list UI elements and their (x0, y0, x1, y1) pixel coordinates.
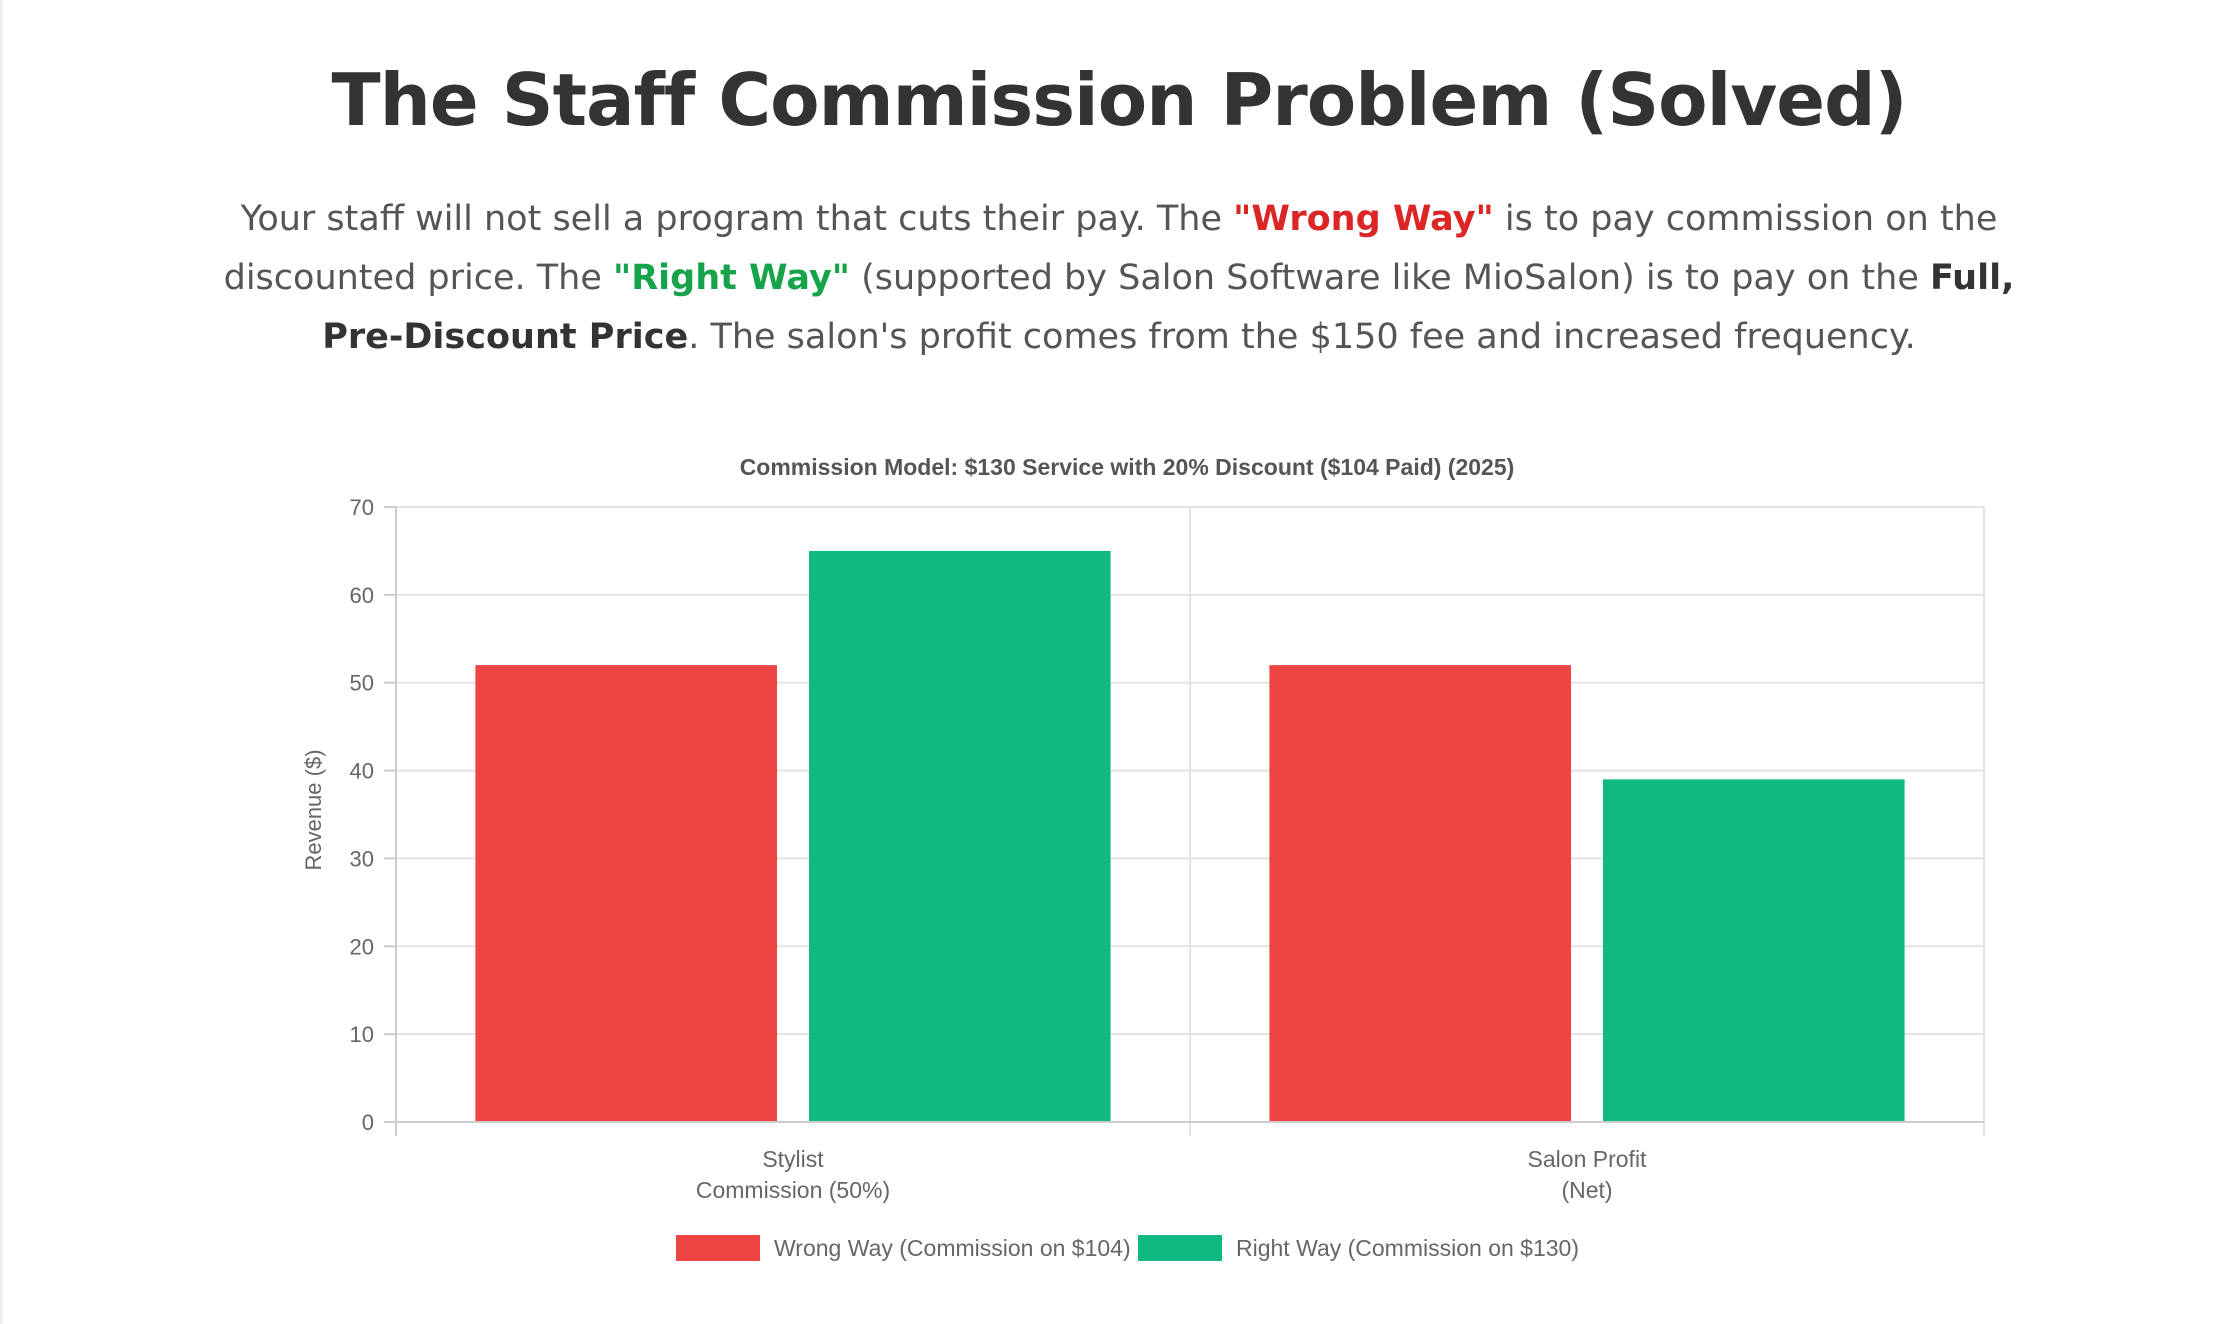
y-tick-label: 0 (362, 1110, 374, 1135)
intro-text-4: . The salon's profit comes from the $150… (688, 317, 1916, 357)
bar (1603, 779, 1905, 1122)
legend-label: Right Way (Commission on $130) (1236, 1235, 1579, 1261)
bar (809, 550, 1111, 1122)
y-tick-label: 60 (350, 583, 374, 608)
legend-swatch (676, 1235, 760, 1261)
x-tick-label: Stylist (762, 1146, 824, 1172)
legend: Wrong Way (Commission on $104) Right Way … (676, 1235, 1579, 1261)
x-tick-label: Salon Profit (1528, 1146, 1648, 1172)
x-tick-label: Commission (50%) (696, 1177, 890, 1203)
intro-text-2: is to pay commission on the discounted p… (223, 199, 1998, 298)
y-tick-label: 20 (350, 934, 374, 959)
legend-item[interactable]: Right Way (Commission on $130) (1138, 1235, 1579, 1261)
commission-chart: Commission Model: $130 Service with 20% … (301, 454, 1985, 1261)
full-price-highlight: Full, Pre-Discount Price (322, 258, 2015, 357)
intro-text-1: Your staff will not sell a program that … (240, 199, 1234, 239)
legend-swatch (1138, 1235, 1222, 1261)
bar (475, 665, 777, 1122)
axes: 0 10 20 30 40 50 60 70 Stylist Commission (50%) Sa… (350, 495, 1984, 1203)
intro-paragraph: Your staff will not sell a program that … (203, 190, 2035, 367)
x-tick-label: (Net) (1561, 1177, 1612, 1203)
legend-item[interactable]: Wrong Way (Commission on $104) (676, 1235, 1131, 1261)
y-tick-label: 30 (350, 846, 374, 871)
y-tick-label: 40 (350, 759, 374, 784)
wrong-way-highlight: "Wrong Way" (1233, 199, 1494, 239)
intro-text-3: (supported by Salon Software like MioSal… (850, 258, 1930, 298)
bar (1269, 665, 1571, 1122)
y-tick-label: 10 (350, 1022, 374, 1047)
y-tick-label: 70 (350, 495, 374, 520)
chart-title: Commission Model: $130 Service with 20% … (740, 454, 1515, 480)
y-tick-label: 50 (350, 671, 374, 696)
bars (475, 550, 1905, 1122)
right-way-highlight: "Right Way" (612, 258, 851, 298)
y-axis-label: Revenue ($) (301, 749, 326, 870)
legend-label: Wrong Way (Commission on $104) (774, 1235, 1131, 1261)
page-title: The Staff Commission Problem (Solved) (331, 58, 1907, 142)
